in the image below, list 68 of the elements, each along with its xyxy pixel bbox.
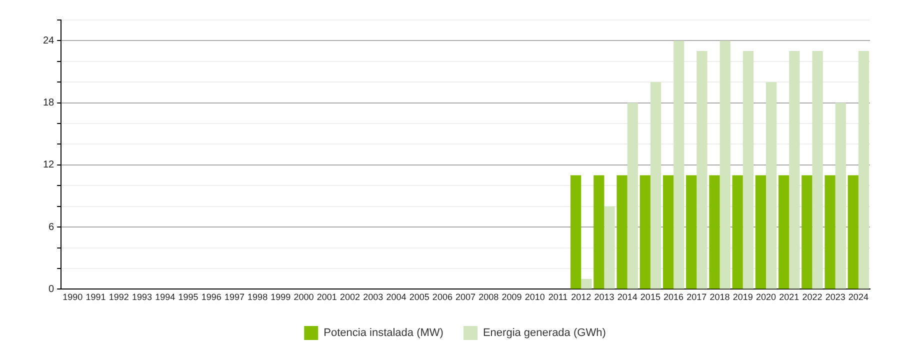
bar	[640, 175, 650, 289]
y-tick-label: 6	[48, 222, 55, 233]
x-tick-label: 2018	[710, 292, 730, 302]
x-tick-label: 2012	[571, 292, 592, 302]
bar	[778, 175, 790, 289]
x-tick-label: 2023	[825, 292, 846, 302]
y-tick-label: 18	[43, 98, 55, 109]
bar	[709, 175, 720, 289]
y-tick-label: 12	[43, 160, 55, 171]
x-tick-label: 2017	[686, 292, 707, 302]
x-tick-label: 2001	[316, 292, 337, 302]
bar	[802, 175, 812, 289]
x-tick-label: 1991	[86, 292, 106, 302]
bar	[766, 82, 777, 289]
bar	[732, 175, 743, 289]
bar	[627, 102, 638, 289]
x-tick-label: 2019	[732, 292, 753, 302]
x-tick-label: 2015	[640, 292, 660, 302]
legend-label: Potencia instalada (MW)	[324, 327, 444, 340]
x-tick-label: 2003	[363, 292, 384, 302]
x-tick-label: 1994	[155, 292, 176, 302]
bar	[616, 175, 628, 289]
x-tick-label: 2011	[548, 292, 568, 302]
x-tick-label: 2014	[617, 292, 638, 302]
x-tick-label: 1990	[62, 292, 83, 302]
x-tick-label: 1993	[132, 292, 152, 302]
bar	[604, 206, 615, 289]
x-tick-label: 1995	[178, 292, 198, 302]
x-tick-label: 2002	[340, 292, 360, 302]
bar	[594, 175, 604, 289]
bar	[662, 175, 674, 289]
x-tick-label: 1999	[270, 292, 291, 302]
bar	[674, 40, 684, 289]
x-tick-label: 2016	[664, 292, 684, 302]
bar	[581, 278, 592, 289]
x-tick-label: 2010	[524, 292, 545, 302]
legend-label: Energia generada (GWh)	[482, 327, 606, 340]
bar	[720, 40, 730, 289]
bar	[650, 82, 662, 289]
bar	[789, 51, 800, 289]
bar	[696, 51, 708, 289]
x-tick-label: 2000	[294, 292, 314, 302]
bar	[686, 175, 697, 289]
x-tick-label: 2004	[386, 292, 406, 302]
bar	[824, 175, 836, 289]
x-tick-label: 2005	[409, 292, 430, 302]
x-tick-label: 2006	[432, 292, 452, 302]
bar	[812, 51, 823, 289]
bar	[835, 102, 846, 289]
x-tick-label: 2008	[478, 292, 499, 302]
x-tick-label: 1992	[108, 292, 129, 302]
bar	[848, 175, 858, 289]
x-tick-label: 1998	[248, 292, 268, 302]
x-tick-label: 1997	[224, 292, 244, 302]
bar	[755, 175, 766, 289]
x-tick-label: 2020	[756, 292, 776, 302]
x-tick-label: 2013	[594, 292, 614, 302]
x-tick-label: 2009	[502, 292, 522, 302]
bar	[570, 175, 582, 289]
bar	[858, 51, 870, 289]
x-tick-label: 2021	[779, 292, 800, 302]
y-tick-label: 0	[48, 284, 55, 295]
x-tick-label: 2007	[456, 292, 476, 302]
x-tick-label: 2024	[848, 292, 868, 302]
y-tick-label: 24	[43, 35, 55, 46]
x-tick-label: 1996	[201, 292, 222, 302]
x-tick-label: 2022	[802, 292, 822, 302]
bar	[742, 51, 754, 289]
